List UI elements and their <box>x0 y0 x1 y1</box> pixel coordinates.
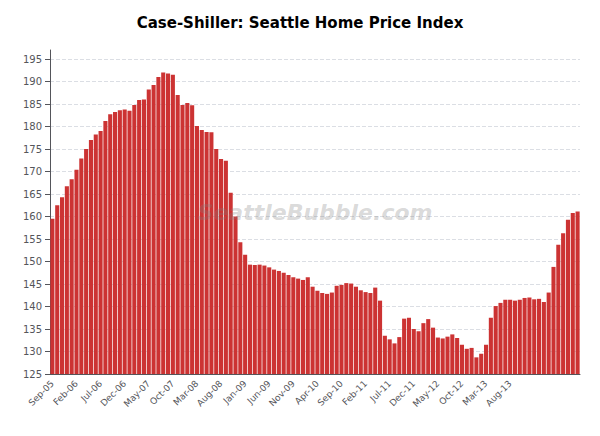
svg-text:Feb-06: Feb-06 <box>51 378 80 407</box>
svg-text:165: 165 <box>23 189 42 200</box>
svg-text:May-12: May-12 <box>411 378 441 408</box>
svg-text:145: 145 <box>23 279 42 290</box>
svg-text:SeattleBubble.com: SeattleBubble.com <box>198 200 433 225</box>
svg-text:195: 195 <box>23 54 42 65</box>
svg-text:150: 150 <box>23 256 42 267</box>
svg-text:Jul-06: Jul-06 <box>79 378 105 404</box>
svg-text:175: 175 <box>23 144 42 155</box>
svg-text:135: 135 <box>23 324 42 335</box>
svg-text:Jul-11: Jul-11 <box>368 378 394 404</box>
svg-text:Feb-11: Feb-11 <box>340 378 369 407</box>
svg-text:160: 160 <box>23 211 42 222</box>
svg-text:140: 140 <box>23 301 42 312</box>
svg-text:Nov-09: Nov-09 <box>267 378 297 408</box>
svg-text:170: 170 <box>23 166 42 177</box>
svg-text:Mar-08: Mar-08 <box>171 378 201 408</box>
svg-text:Oct-12: Oct-12 <box>437 378 465 406</box>
svg-text:Mar-13: Mar-13 <box>460 378 490 408</box>
svg-text:Dec-06: Dec-06 <box>98 378 129 409</box>
svg-text:130: 130 <box>23 346 42 357</box>
svg-text:Aug-08: Aug-08 <box>195 378 225 408</box>
svg-text:180: 180 <box>23 121 42 132</box>
svg-text:185: 185 <box>23 99 42 110</box>
svg-text:Jun-09: Jun-09 <box>245 378 273 406</box>
svg-text:Case-Shiller: Seattle Home Pri: Case-Shiller: Seattle Home Price Index <box>137 14 464 32</box>
svg-text:Aug-13: Aug-13 <box>484 378 514 408</box>
svg-text:Sep-10: Sep-10 <box>316 378 346 408</box>
svg-text:Apr-10: Apr-10 <box>292 378 321 407</box>
svg-text:Sep-05: Sep-05 <box>27 378 56 407</box>
svg-text:May-07: May-07 <box>122 378 152 408</box>
svg-text:Dec-11: Dec-11 <box>387 378 418 409</box>
svg-text:Oct-07: Oct-07 <box>148 378 176 406</box>
svg-text:Jan-09: Jan-09 <box>221 378 249 406</box>
svg-text:190: 190 <box>23 76 42 87</box>
svg-text:155: 155 <box>23 234 42 245</box>
svg-text:125: 125 <box>23 369 42 380</box>
